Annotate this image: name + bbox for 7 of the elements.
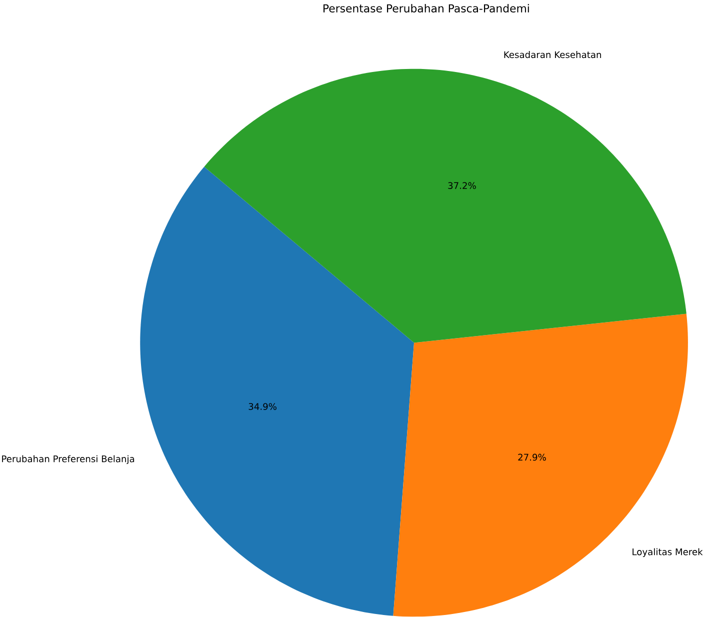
data-label: 37.2% xyxy=(448,182,476,190)
slice-label: Kesadaran Kesehatan xyxy=(504,51,601,58)
slice-label: Loyalitas Merek xyxy=(632,548,703,558)
chart-title: Persentase Perubahan Pasca-Pandemi xyxy=(324,4,529,13)
data-label: 34.9% xyxy=(248,403,276,410)
data-label: 27.9% xyxy=(518,454,546,461)
slice-label: Perubahan Preferensi Belanja xyxy=(2,455,134,464)
